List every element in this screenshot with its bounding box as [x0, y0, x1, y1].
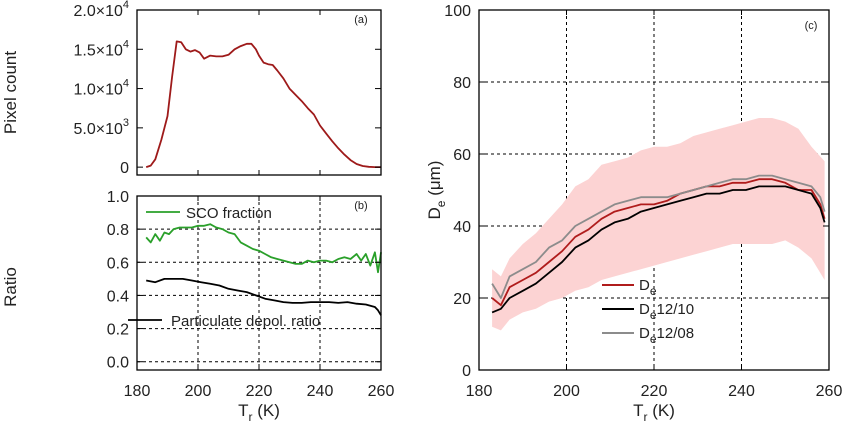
y-tick-label-part: 1.5×10 [73, 42, 122, 59]
x-axis-label-part: r [249, 410, 253, 422]
y-tick-label: 0 [462, 363, 471, 380]
y-tick-label-part: 60 [453, 147, 471, 164]
y-axis-label: Ratio [1, 267, 20, 307]
y-tick-label: 0.8 [107, 222, 129, 239]
panel-label: (a) [354, 14, 367, 26]
panel-label: (c) [805, 20, 818, 32]
y-tick-label-part: 0 [120, 160, 129, 177]
y-tick-label: 60 [453, 147, 471, 164]
y-tick-label: 5.0×103 [73, 117, 129, 138]
y-axis-label-part: Pixel count [1, 51, 20, 134]
legend-label: Particulate depol. ratio [171, 313, 320, 330]
y-tick-label: 80 [453, 75, 471, 92]
series-line-b-1 [146, 277, 382, 316]
y-tick-label-part: 2.0×10 [73, 3, 122, 20]
legend-label-part: 12/08 [657, 325, 695, 342]
legend-label-part: e [650, 284, 657, 298]
panel-c: 180 200 220 240 260 0 20 40 60 80 100 (c) De (μm) Tr … [425, 3, 842, 422]
legend-label-part: D [639, 301, 650, 318]
x-tick-label: 180 [124, 383, 151, 400]
y-tick-label: 1.0×104 [73, 78, 129, 99]
legend-label-part: D [639, 277, 650, 294]
legend-label-part: 12/10 [657, 301, 695, 318]
y-tick-label: 0 [120, 160, 129, 177]
x-axis-label: Tr (K) [238, 401, 280, 422]
panel-b: 180 200 220 240 260 0.0 0.2 0.4 0.6 0.8 1.0 (b) Rati… [1, 189, 394, 422]
y-tick-label: 0.6 [107, 255, 129, 272]
y-tick-label: 0.4 [107, 288, 129, 305]
y-tick-label-part: 4 [123, 0, 129, 11]
legend-label: SCO fraction [186, 205, 272, 222]
series-line-a-0 [145, 40, 381, 169]
x-axis-label-part: T [238, 401, 248, 420]
y-tick-label-part: 4 [123, 38, 129, 50]
y-axis-label: Pixel count [1, 51, 20, 134]
y-axis-label: De (μm) [425, 161, 448, 220]
y-tick-label-part: 1.0×10 [73, 82, 122, 99]
x-tick-label: 260 [816, 383, 843, 400]
x-tick-label: 260 [368, 383, 395, 400]
y-tick-label: 100 [444, 3, 471, 20]
y-tick-label-part: 100 [444, 3, 471, 20]
uncertainty-band [492, 118, 825, 331]
y-tick-label-part: 0 [462, 363, 471, 380]
y-axis-label-part: e [434, 200, 448, 207]
y-tick-label: 0.2 [107, 322, 129, 339]
y-tick-label: 40 [453, 219, 471, 236]
series-line-c-0 [491, 178, 826, 307]
x-tick-label: 200 [553, 383, 580, 400]
x-tick-label: 180 [466, 383, 493, 400]
x-tick-label: 220 [246, 383, 273, 400]
legend-label-part: e [650, 332, 657, 346]
y-axis-label-part: Ratio [1, 267, 20, 307]
legend-label-part: e [650, 308, 657, 322]
y-tick-label: 1.0 [107, 189, 129, 206]
y-tick-label-part: 1.0 [107, 189, 129, 206]
y-tick-label-part: 4 [123, 78, 129, 90]
x-axis-label-part: (K) [253, 401, 280, 420]
y-tick-label-part: 40 [453, 219, 471, 236]
y-tick-label: 2.0×104 [73, 0, 129, 20]
series-line-c-1 [491, 185, 826, 314]
y-tick-label-part: 0.6 [107, 255, 129, 272]
y-tick-label-part: 5.0×10 [73, 121, 122, 138]
legend-label: De12/10 [639, 301, 694, 322]
y-tick-label-part: 0.0 [107, 355, 129, 372]
series-line-b-0 [145, 223, 382, 274]
x-axis-label-part: T [633, 401, 643, 420]
y-tick-label-part: 80 [453, 75, 471, 92]
y-tick-label: 0.0 [107, 355, 129, 372]
legend-label-part: D [639, 325, 650, 342]
legend-label: De [639, 277, 657, 298]
y-tick-label-part: 20 [453, 291, 471, 308]
legend-label: De12/08 [639, 325, 694, 346]
series-line-c-2 [491, 174, 826, 299]
x-tick-label: 200 [185, 383, 212, 400]
y-tick-label-part: 3 [123, 117, 129, 129]
x-axis-label-part: r [644, 410, 648, 422]
y-axis-label-part: D [425, 207, 444, 219]
x-tick-label: 220 [641, 383, 668, 400]
y-axis-label-part: (μm) [425, 161, 444, 201]
x-axis-label: Tr (K) [633, 401, 675, 422]
y-tick-label: 1.5×104 [73, 38, 129, 59]
x-tick-label: 240 [728, 383, 755, 400]
x-axis-label-part: (K) [648, 401, 675, 420]
panel-label: (b) [354, 200, 367, 212]
y-tick-label-part: 0.4 [107, 288, 129, 305]
y-tick-label-part: 0.2 [107, 322, 129, 339]
y-tick-label: 20 [453, 291, 471, 308]
y-tick-label-part: 0.8 [107, 222, 129, 239]
plot-frame [136, 9, 382, 176]
x-tick-label: 240 [307, 383, 334, 400]
